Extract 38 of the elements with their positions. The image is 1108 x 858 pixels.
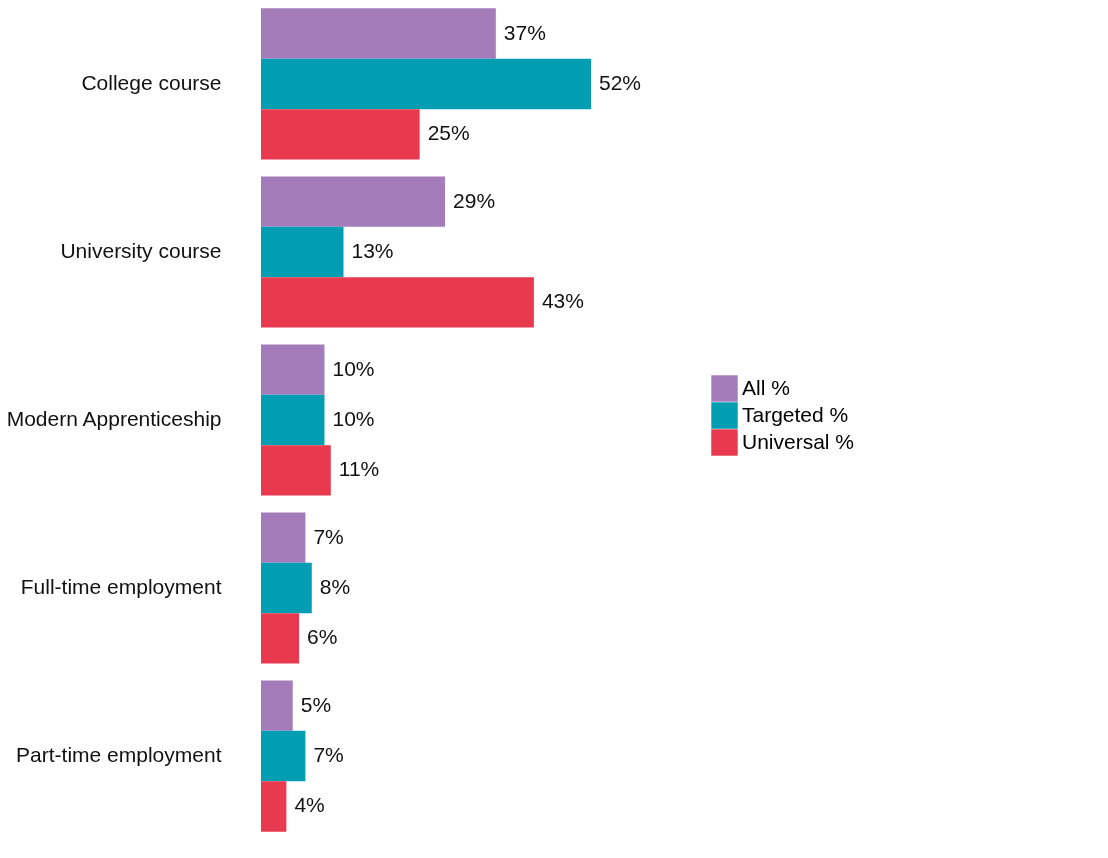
bar (261, 277, 534, 328)
bar (261, 226, 344, 278)
y-tick-label: Part-time employment (16, 743, 222, 767)
data-label: 29% (453, 188, 496, 212)
data-label: 37% (503, 20, 546, 44)
data-label: 25% (427, 121, 470, 145)
bar (261, 445, 331, 496)
bar (261, 176, 446, 227)
legend-label: Universal % (742, 429, 855, 453)
bar (261, 512, 306, 563)
data-label: 8% (319, 575, 351, 599)
data-label: 6% (307, 625, 338, 649)
bar (261, 8, 496, 59)
data-label: 10% (332, 407, 375, 430)
bar (261, 781, 287, 832)
bar (261, 730, 306, 782)
y-tick-label: University course (60, 238, 222, 262)
data-label: 5% (300, 692, 332, 716)
y-tick-label: Modern Apprenticeship (6, 407, 222, 430)
bar (261, 394, 325, 446)
data-label: 10% (332, 356, 375, 380)
data-label: 7% (313, 743, 344, 767)
bar (261, 58, 591, 110)
y-tick-label: Full-time employment (20, 575, 222, 599)
data-label: 4% (294, 793, 325, 817)
data-label: 7% (313, 524, 344, 548)
data-label: 52% (599, 70, 642, 94)
data-label: 11% (338, 457, 380, 481)
data-label: 43% (541, 289, 584, 313)
y-tick-label: College course (81, 70, 222, 94)
bar (261, 562, 312, 614)
bar (261, 109, 420, 160)
data-label: 13% (351, 238, 394, 262)
legend-label: Targeted % (742, 402, 849, 426)
legend-label: All % (742, 375, 790, 399)
bar (261, 344, 325, 395)
bar (261, 680, 293, 731)
bar (261, 613, 300, 664)
